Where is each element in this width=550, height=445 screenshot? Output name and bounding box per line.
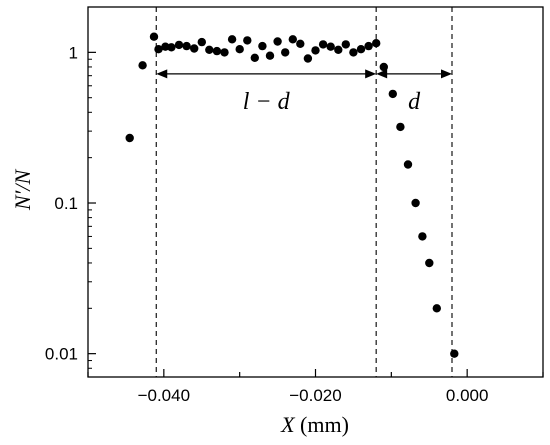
x-axis-unit: (mm)	[300, 412, 349, 437]
data-point	[243, 36, 252, 45]
data-point	[411, 198, 420, 208]
data-point	[250, 53, 259, 62]
y-axis: 0.01 0.1 1	[45, 6, 96, 378]
data-point	[364, 41, 373, 51]
data-point	[288, 35, 297, 44]
divider-lines	[155, 7, 453, 377]
data-point	[149, 32, 159, 41]
data-point	[258, 41, 267, 51]
data-point	[311, 46, 320, 55]
data-point	[296, 39, 305, 48]
data-point	[388, 89, 397, 99]
data-point	[167, 43, 176, 52]
data-point	[379, 62, 388, 72]
data-point	[425, 258, 434, 268]
data-point	[450, 349, 459, 358]
x-tick-label: −0.040	[138, 386, 190, 405]
x-axis-title: X (mm)	[280, 412, 349, 437]
data-point	[154, 45, 163, 54]
y-axis-title: N′/N	[10, 169, 35, 212]
data-point	[174, 40, 184, 50]
arrow-head-right	[441, 69, 452, 79]
data-point	[281, 48, 290, 57]
data-points	[125, 32, 459, 358]
data-point	[396, 122, 405, 132]
data-point	[197, 37, 206, 47]
data-point	[227, 35, 237, 44]
data-point	[372, 39, 381, 48]
data-point	[125, 133, 134, 143]
data-point	[403, 160, 413, 169]
data-point	[341, 40, 350, 49]
data-point	[273, 37, 282, 46]
data-point	[356, 45, 366, 54]
x-axis: −0.040 −0.020 0.000	[87, 369, 544, 405]
x-tick-label: −0.020	[289, 386, 341, 405]
y-tick-label: 1	[69, 43, 78, 62]
data-point	[235, 45, 244, 54]
data-point	[326, 42, 335, 51]
data-point	[182, 41, 191, 51]
x-tick-label: 0.000	[446, 386, 489, 405]
data-point	[334, 45, 343, 54]
data-point	[190, 44, 199, 53]
x-axis-variable: X	[280, 412, 296, 437]
data-point	[205, 45, 214, 54]
arrow-head-left	[156, 69, 168, 79]
y-tick-label: 0.1	[54, 194, 78, 213]
data-point	[349, 48, 358, 57]
data-point	[212, 46, 222, 56]
arrow-head-left	[376, 69, 388, 79]
annotation-label: l − d	[243, 89, 291, 115]
data-point	[418, 232, 427, 241]
arrow-head-right	[365, 69, 377, 79]
annotation-label: d	[408, 89, 421, 115]
data-point	[318, 40, 328, 49]
data-point	[303, 54, 313, 63]
data-point	[138, 61, 147, 70]
data-point	[432, 304, 441, 313]
y-tick-label: 0.01	[45, 345, 78, 364]
data-point	[220, 48, 229, 57]
data-point	[265, 51, 275, 60]
